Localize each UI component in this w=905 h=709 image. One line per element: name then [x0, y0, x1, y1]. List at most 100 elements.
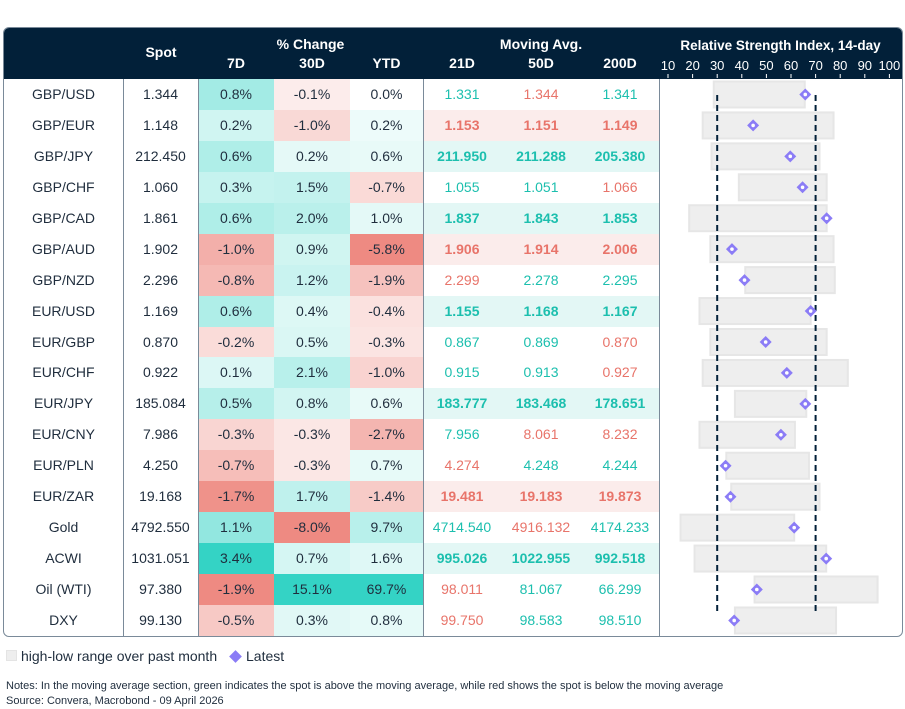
cell-ma200: 1.853	[602, 209, 638, 226]
rsi-latest-marker-center	[730, 247, 734, 251]
rsi-tick-label: 30	[710, 58, 724, 73]
table-row: EUR/USD 1.169 0.6% 0.4% -0.4% 1.155 1.168 1.167	[4, 295, 902, 327]
cell-name: GBP/CHF	[32, 178, 95, 195]
header-21d: 21D	[449, 55, 475, 71]
cell-ma21: 995.026	[436, 550, 488, 567]
cell-spot: 4.250	[142, 457, 179, 474]
table-row: DXY 99.130 -0.5% 0.3% 0.8% 99.750 98.583 98.510	[4, 604, 902, 636]
ma-row-highlight	[423, 140, 659, 172]
table-row: GBP/NZD 2.296 -0.8% 1.2% -1.9% 2.299 2.278 2.29…	[4, 264, 902, 296]
ma-row-highlight	[423, 233, 659, 265]
cell-d7: 0.6%	[198, 295, 274, 327]
cell-ma50: 211.288	[516, 147, 566, 164]
cell-name: EUR/GBP	[31, 333, 95, 350]
ma-row-highlight	[423, 109, 659, 141]
cell-ma200: 2.006	[602, 240, 638, 257]
rsi-tick-label: 80	[833, 58, 847, 73]
cell-spot: 7.986	[142, 426, 179, 443]
cell-ma50: 1.168	[523, 302, 559, 319]
rsi-tick-label: 70	[808, 58, 822, 73]
cell-d30: 0.5%	[274, 326, 350, 358]
divider	[423, 79, 424, 636]
cell-ma200: 205.380	[594, 147, 646, 164]
diamond-icon	[229, 650, 242, 663]
rsi-latest-marker-center	[808, 309, 813, 313]
cell-d30: -0.3%	[274, 419, 350, 451]
cell-ma200: 0.927	[602, 364, 638, 381]
cell-name: GBP/CAD	[31, 209, 95, 226]
table-row: GBP/AUD 1.902 -1.0% 0.9% -5.8% 1.906 1.914 2.00…	[4, 233, 902, 265]
cell-d7: 1.1%	[198, 512, 274, 544]
rsi-tick-label: 40	[735, 58, 749, 73]
rsi-latest-marker-center	[723, 463, 728, 468]
cell-name: GBP/NZD	[32, 271, 95, 288]
cell-ma21: 1.153	[444, 116, 480, 133]
cell-d7: 0.8%	[198, 79, 274, 110]
cell-name: DXY	[49, 611, 78, 628]
cell-ma21: 211.950	[437, 147, 487, 164]
cell-ytd: 1.6%	[350, 543, 423, 575]
rsi-latest-marker-center	[732, 618, 736, 623]
cell-name: ACWI	[45, 550, 82, 567]
cell-spot: 1.902	[142, 240, 179, 257]
header-30d: 30D	[299, 55, 325, 71]
cell-spot: 99.130	[139, 611, 182, 628]
cell-d7: 3.4%	[198, 543, 274, 575]
cell-ma50: 0.913	[523, 364, 559, 381]
rsi-range-bar	[737, 173, 828, 202]
rsi-chart: 10 20 30 40 50 60 70 80 90 100	[661, 58, 900, 635]
cell-spot: 1.148	[142, 116, 179, 133]
rsi-latest-marker-center	[800, 185, 805, 190]
cell-ma21: 98.011	[441, 581, 483, 598]
rsi-latest-marker-center	[785, 371, 789, 375]
rsi-latest-marker-center	[779, 433, 783, 437]
cell-ytd: 0.6%	[350, 140, 423, 172]
divider	[123, 79, 124, 636]
cell-ma200: 0.870	[602, 333, 638, 350]
table-row: EUR/PLN 4.250 -0.7% -0.3% 0.7% 4.274 4.248 4.24…	[4, 450, 902, 482]
rsi-latest-marker-center	[803, 92, 808, 97]
cell-ma21: 7.956	[444, 426, 480, 443]
cell-ma21: 1.155	[444, 302, 480, 319]
divider	[198, 79, 199, 636]
cell-name: EUR/PLN	[33, 457, 94, 474]
ma-row-highlight	[423, 295, 659, 327]
ma-row-highlight	[423, 388, 659, 420]
rsi-range-bar	[701, 111, 835, 140]
rsi-latest-marker-center	[728, 494, 733, 499]
header-pct-change: % Change	[276, 36, 345, 52]
cell-d30: 2.1%	[274, 357, 350, 389]
cell-spot: 0.870	[142, 333, 179, 350]
cell-ma200: 98.510	[598, 611, 642, 628]
rsi-range-bar	[710, 142, 821, 171]
table-row: ACWI 1031.051 3.4% 0.7% 1.6% 995.026 1022.955 9…	[4, 543, 902, 575]
cell-d7: -0.8%	[198, 264, 274, 296]
cell-ma200: 178.651	[594, 395, 646, 412]
cell-ytd: -2.7%	[350, 419, 423, 451]
rsi-latest-marker-center	[742, 278, 747, 282]
rsi-tick-label: 90	[858, 58, 872, 73]
cell-ma50: 19.183	[519, 488, 563, 505]
cell-spot: 97.380	[139, 581, 182, 598]
cell-spot: 19.168	[139, 488, 182, 505]
cell-ma50: 1022.955	[511, 550, 571, 567]
cell-ma50: 1.843	[523, 209, 559, 226]
header-50d: 50D	[528, 55, 554, 71]
rsi-range-bar	[725, 451, 810, 480]
cell-d7: 0.2%	[198, 109, 274, 141]
cell-ma50: 1.344	[523, 86, 559, 102]
cell-ytd: 9.7%	[350, 512, 423, 544]
ma-row-highlight	[423, 481, 659, 513]
cell-ma200: 1.167	[602, 302, 638, 319]
table-row: Gold 4792.550 1.1% -8.0% 9.7% 4714.540 4916.13…	[4, 512, 902, 544]
cell-spot: 0.922	[142, 364, 179, 381]
cell-ma50: 0.869	[523, 333, 559, 350]
cell-ma21: 1.906	[444, 240, 480, 257]
rsi-range-bar	[733, 389, 808, 418]
table-row: EUR/GBP 0.870 -0.2% 0.5% -0.3% 0.867 0.869 0.87…	[4, 326, 902, 358]
rsi-range-bar	[712, 80, 806, 109]
cell-d30: -0.1%	[274, 79, 350, 110]
cell-ma50: 1.914	[523, 240, 559, 257]
table-header: Spot % Change 7D 30D YTD Moving Avg. 21D…	[4, 28, 902, 79]
cell-ytd: 0.7%	[350, 450, 423, 482]
